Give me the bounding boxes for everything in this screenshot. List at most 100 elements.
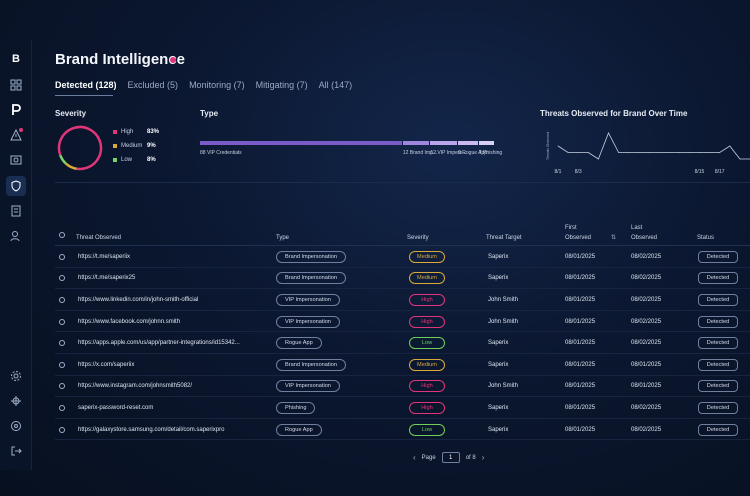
status-button[interactable]: Detected: [698, 315, 738, 328]
data-point: [699, 152, 700, 153]
data-point: [618, 152, 620, 153]
status-button[interactable]: Detected: [698, 337, 738, 350]
threat-url[interactable]: https://t.me/saperix25: [78, 275, 136, 282]
last-observed-cell: 08/02/2025: [631, 296, 662, 303]
threat-url[interactable]: https://t.me/saperiix: [78, 253, 131, 260]
threat-url[interactable]: https://apps.apple.com/us/app/partner-in…: [78, 340, 240, 347]
row-checkbox[interactable]: [59, 332, 65, 354]
type-pill: Rogue App: [276, 423, 322, 436]
row-checkbox[interactable]: [59, 268, 65, 290]
type-label: 12 Brand Imp...: [402, 150, 437, 156]
header-severity[interactable]: Severity: [407, 235, 429, 241]
table-row[interactable]: saperix-password-reset.com Phishing High Sa…: [55, 397, 750, 419]
table-row[interactable]: https://apps.apple.com/us/app/partner-in…: [55, 332, 750, 354]
compass-icon[interactable]: [6, 391, 26, 411]
header-threat[interactable]: Threat Observed: [76, 235, 122, 241]
target-cell: John Smith: [488, 318, 519, 325]
threat-url[interactable]: https://x.com/saperiix: [78, 361, 135, 368]
active-tab-indicator: [55, 95, 113, 96]
data-point: [658, 152, 660, 153]
tab-detected[interactable]: Detected (128): [55, 80, 117, 90]
type-pill: Brand Impersonation: [276, 272, 346, 285]
type-label: 9 Rogue App: [458, 150, 488, 156]
p-icon[interactable]: [6, 100, 26, 120]
table-row[interactable]: https://www.linkedin.com/in/john-smith-o…: [55, 289, 750, 311]
target-cell: Saperix: [488, 404, 509, 411]
gear-icon[interactable]: [6, 366, 26, 386]
threat-url[interactable]: https://www.instagram.com/johnsmith5082/: [78, 383, 193, 390]
status-button[interactable]: Detected: [698, 250, 738, 263]
header-first-observed[interactable]: First Observed: [565, 225, 592, 241]
status-cell: Detected: [698, 311, 738, 333]
severity-cell: High: [409, 289, 445, 311]
status-button[interactable]: Detected: [698, 358, 738, 371]
table-row[interactable]: https://t.me/saperix25 Brand Impersonatio…: [55, 268, 750, 290]
type-label: 88 VIP Credentials: [200, 150, 242, 156]
row-checkbox[interactable]: [59, 397, 65, 419]
legend-high-label: High: [121, 129, 134, 135]
first-observed-cell: 08/01/2025: [565, 361, 596, 368]
status-button[interactable]: Detected: [698, 380, 738, 393]
threat-url[interactable]: https://www.linkedin.com/in/john-smith-o…: [78, 296, 199, 303]
tab-all[interactable]: All (147): [318, 80, 353, 90]
table-row[interactable]: https://x.com/saperiix Brand Impersonatio…: [55, 354, 750, 376]
type-segment: [430, 141, 458, 145]
prev-page-icon[interactable]: ‹: [413, 453, 416, 462]
data-point: [567, 152, 569, 153]
target-cell: Saperix: [488, 275, 509, 282]
section-divider: [55, 182, 750, 183]
threat-url[interactable]: https://www.facebook.com/johnn.smith: [78, 318, 181, 325]
header-last-observed[interactable]: Last Observed: [631, 225, 658, 241]
legend-medium-pct: 9%: [147, 143, 156, 149]
tab-mitigating[interactable]: Mitigating (7): [255, 80, 308, 90]
document-icon[interactable]: [6, 201, 26, 221]
severity-cell: Medium: [409, 354, 445, 376]
header-status[interactable]: Status: [697, 235, 715, 241]
tab-excluded[interactable]: Excluded (5): [127, 80, 179, 90]
shield-icon[interactable]: [6, 176, 26, 196]
tab-monitoring[interactable]: Monitoring (7): [189, 80, 245, 90]
row-checkbox[interactable]: [59, 376, 65, 398]
threat-url[interactable]: saperix-password-reset.com: [78, 404, 154, 411]
status-button[interactable]: Detected: [698, 401, 738, 414]
legend-medium-label: Medium: [121, 143, 143, 149]
status-cell: Detected: [698, 397, 738, 419]
logo[interactable]: B: [12, 53, 20, 65]
severity-title: Severity: [55, 109, 87, 118]
sort-icon[interactable]: ⇅: [611, 235, 617, 241]
next-page-icon[interactable]: ›: [481, 453, 485, 462]
row-checkbox[interactable]: [59, 289, 65, 311]
logout-icon[interactable]: [6, 441, 26, 461]
row-checkbox[interactable]: [59, 354, 65, 376]
first-observed-cell: 08/01/2025: [565, 383, 596, 390]
threat-url[interactable]: https://galaxystore.samsung.com/detail/c…: [78, 426, 225, 433]
status-button[interactable]: Detected: [698, 272, 738, 285]
app-frame: B: [0, 40, 750, 470]
status-button[interactable]: Detected: [698, 293, 738, 306]
page-input[interactable]: 1: [441, 452, 460, 463]
grid-icon[interactable]: [6, 75, 26, 95]
alert-icon[interactable]: [6, 125, 26, 145]
user-icon[interactable]: [6, 226, 26, 246]
status-cell: Detected: [698, 376, 738, 398]
severity-badge: Low: [409, 337, 445, 350]
table-row[interactable]: https://www.facebook.com/johnn.smith VIP …: [55, 311, 750, 333]
help-icon[interactable]: [6, 416, 26, 436]
status-button[interactable]: Detected: [698, 423, 738, 436]
type-segment: [402, 141, 430, 145]
header-type[interactable]: Type: [276, 235, 290, 241]
row-checkbox[interactable]: [59, 419, 65, 441]
row-checkbox[interactable]: [59, 246, 65, 268]
row-checkbox[interactable]: [59, 311, 65, 333]
y-axis-label: Threats Observed: [546, 132, 550, 160]
first-observed-cell: 08/01/2025: [565, 275, 596, 282]
table-row[interactable]: https://galaxystore.samsung.com/detail/c…: [55, 419, 750, 441]
header-target[interactable]: Threat Target: [486, 235, 522, 241]
table-row[interactable]: https://t.me/saperiix Brand Impersonation…: [55, 246, 750, 268]
legend-high-pct: 83%: [147, 129, 160, 135]
type-segment: [478, 141, 494, 145]
image-icon[interactable]: [6, 150, 26, 170]
table-row[interactable]: https://www.instagram.com/johnsmith5082/…: [55, 376, 750, 398]
data-point: [688, 152, 690, 153]
select-all-checkbox[interactable]: [59, 232, 65, 238]
